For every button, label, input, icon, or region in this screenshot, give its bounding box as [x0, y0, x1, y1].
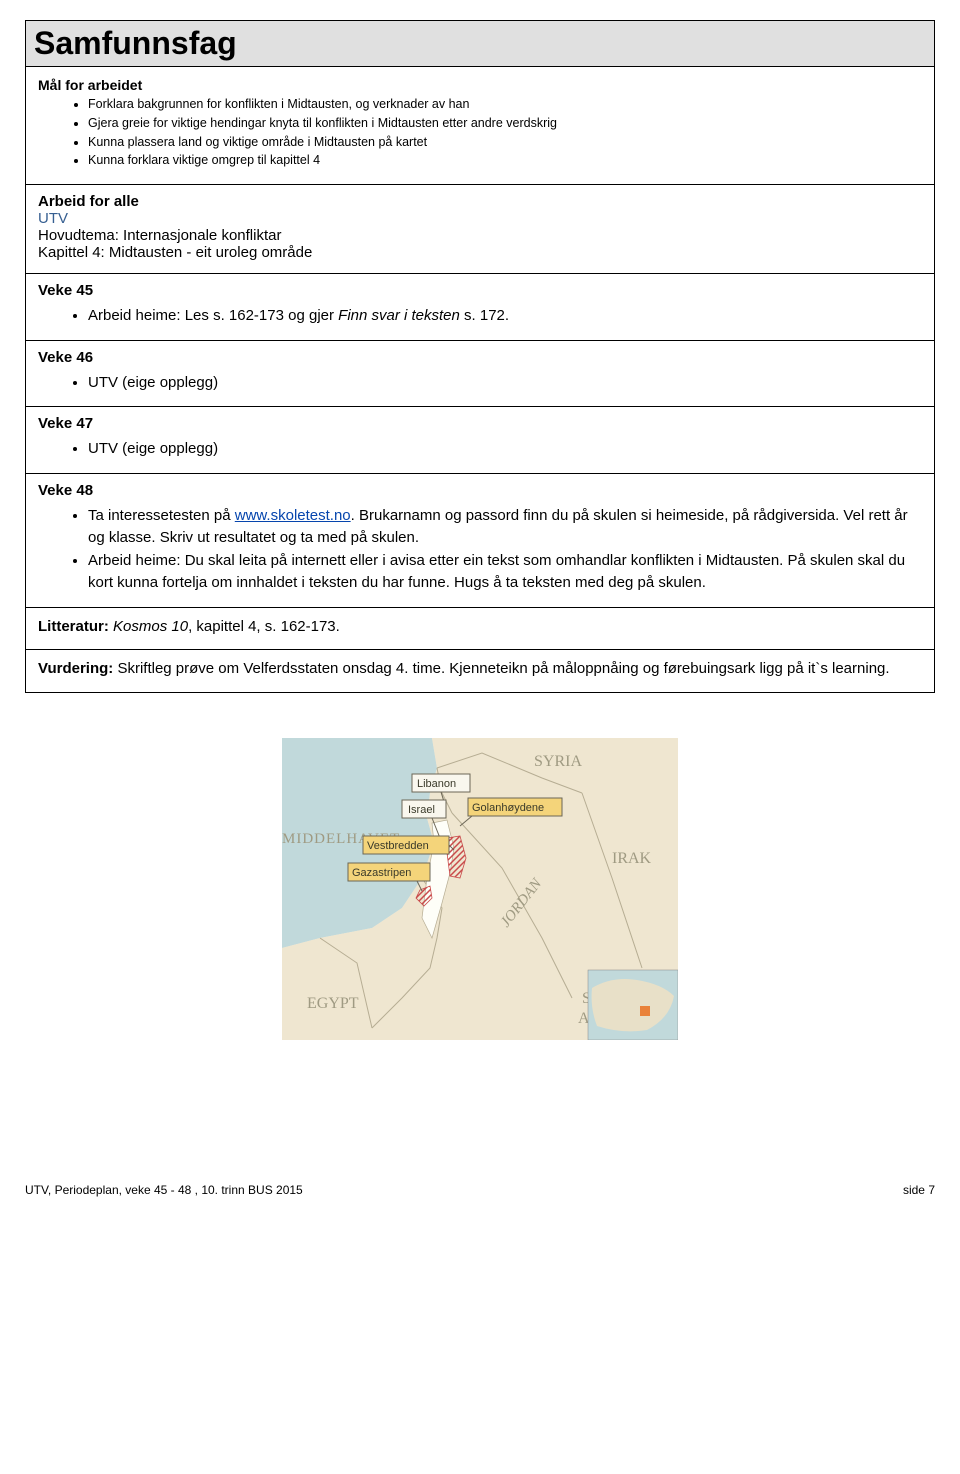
veke45-cell: Veke 45 Arbeid heime: Les s. 162-173 og …	[26, 274, 935, 341]
veke46-cell: Veke 46 UTV (eige opplegg)	[26, 340, 935, 407]
veke46-item: UTV (eige opplegg)	[88, 372, 922, 395]
goals-list: Forklara bakgrunnen for konflikten i Mid…	[38, 95, 922, 170]
vur-label: Vurdering:	[38, 660, 113, 677]
svg-text:Libanon: Libanon	[417, 778, 456, 790]
skoletest-link[interactable]: www.skoletest.no	[235, 507, 351, 524]
veke48-cell: Veke 48 Ta interessetesten på www.skolet…	[26, 473, 935, 607]
inset-map	[588, 970, 678, 1040]
veke48-heading: Veke 48	[38, 482, 922, 499]
text: s. 172.	[460, 307, 509, 324]
veke48-list: Ta interessetesten på www.skoletest.no. …	[38, 505, 922, 595]
footer-right: side 7	[903, 1183, 935, 1197]
veke45-heading: Veke 45	[38, 282, 922, 299]
svg-text:Israel: Israel	[408, 804, 435, 816]
veke45-item: Arbeid heime: Les s. 162-173 og gjer Fin…	[88, 305, 922, 328]
lit-ital: Kosmos 10	[109, 618, 188, 635]
veke45-list: Arbeid heime: Les s. 162-173 og gjer Fin…	[38, 305, 922, 328]
middle-east-map: SYRIA MIDDELHAVET IRAK JORDAN EGYPT SAUD…	[282, 738, 678, 1040]
maintheme: Hovudtema: Internasjonale konfliktar	[38, 227, 922, 244]
label-syria: SYRIA	[534, 753, 582, 770]
arbeid-heading: Arbeid for alle	[38, 193, 922, 210]
chapter-line: Kapittel 4: Midtausten - eit uroleg områ…	[38, 244, 922, 261]
page-footer: UTV, Periodeplan, veke 45 - 48 , 10. tri…	[25, 1183, 935, 1197]
litteratur-line: Litteratur: Kosmos 10, kapittel 4, s. 16…	[38, 616, 922, 638]
map-container: SYRIA MIDDELHAVET IRAK JORDAN EGYPT SAUD…	[25, 738, 935, 1043]
callout-vestbredden: Vestbredden	[363, 836, 454, 854]
goals-heading: Mål for arbeidet	[38, 77, 922, 93]
svg-text:Golanhøydene: Golanhøydene	[472, 802, 544, 814]
goal-item: Kunna plassera land og viktige område i …	[88, 133, 922, 152]
text: Ta interessetesten på	[88, 507, 235, 524]
page-title: Samfunnsfag	[25, 20, 935, 67]
veke47-item: UTV (eige opplegg)	[88, 438, 922, 461]
veke47-heading: Veke 47	[38, 415, 922, 432]
veke46-list: UTV (eige opplegg)	[38, 372, 922, 395]
text: Arbeid heime: Les s. 162-173 og gjer	[88, 307, 338, 324]
veke48-item-2: Arbeid heime: Du skal leita på internett…	[88, 550, 922, 595]
litteratur-cell: Litteratur: Kosmos 10, kapittel 4, s. 16…	[26, 607, 935, 650]
veke46-heading: Veke 46	[38, 349, 922, 366]
content-table: Mål for arbeidet Forklara bakgrunnen for…	[25, 67, 935, 693]
vur-rest: Skriftleg prøve om Velferdsstaten onsdag…	[113, 660, 889, 677]
veke47-cell: Veke 47 UTV (eige opplegg)	[26, 407, 935, 474]
text-italic: Finn svar i teksten	[338, 307, 460, 324]
footer-left: UTV, Periodeplan, veke 45 - 48 , 10. tri…	[25, 1183, 303, 1197]
lit-label: Litteratur:	[38, 618, 109, 635]
label-egypt: EGYPT	[307, 995, 359, 1012]
vurdering-line: Vurdering: Skriftleg prøve om Velferdsst…	[38, 658, 922, 680]
veke48-item-1: Ta interessetesten på www.skoletest.no. …	[88, 505, 922, 550]
vurdering-cell: Vurdering: Skriftleg prøve om Velferdsst…	[26, 650, 935, 693]
goal-item: Kunna forklara viktige omgrep til kapitt…	[88, 151, 922, 170]
goals-cell: Mål for arbeidet Forklara bakgrunnen for…	[26, 67, 935, 185]
svg-text:Vestbredden: Vestbredden	[367, 840, 429, 852]
goal-item: Forklara bakgrunnen for konflikten i Mid…	[88, 95, 922, 114]
utv-label: UTV	[38, 210, 922, 227]
lit-rest: , kapittel 4, s. 162-173.	[188, 618, 340, 635]
goal-item: Gjera greie for viktige hendingar knyta …	[88, 114, 922, 133]
label-irak: IRAK	[612, 850, 652, 867]
svg-text:Gazastripen: Gazastripen	[352, 867, 411, 879]
veke47-list: UTV (eige opplegg)	[38, 438, 922, 461]
arbeid-cell: Arbeid for alle UTV Hovudtema: Internasj…	[26, 185, 935, 274]
